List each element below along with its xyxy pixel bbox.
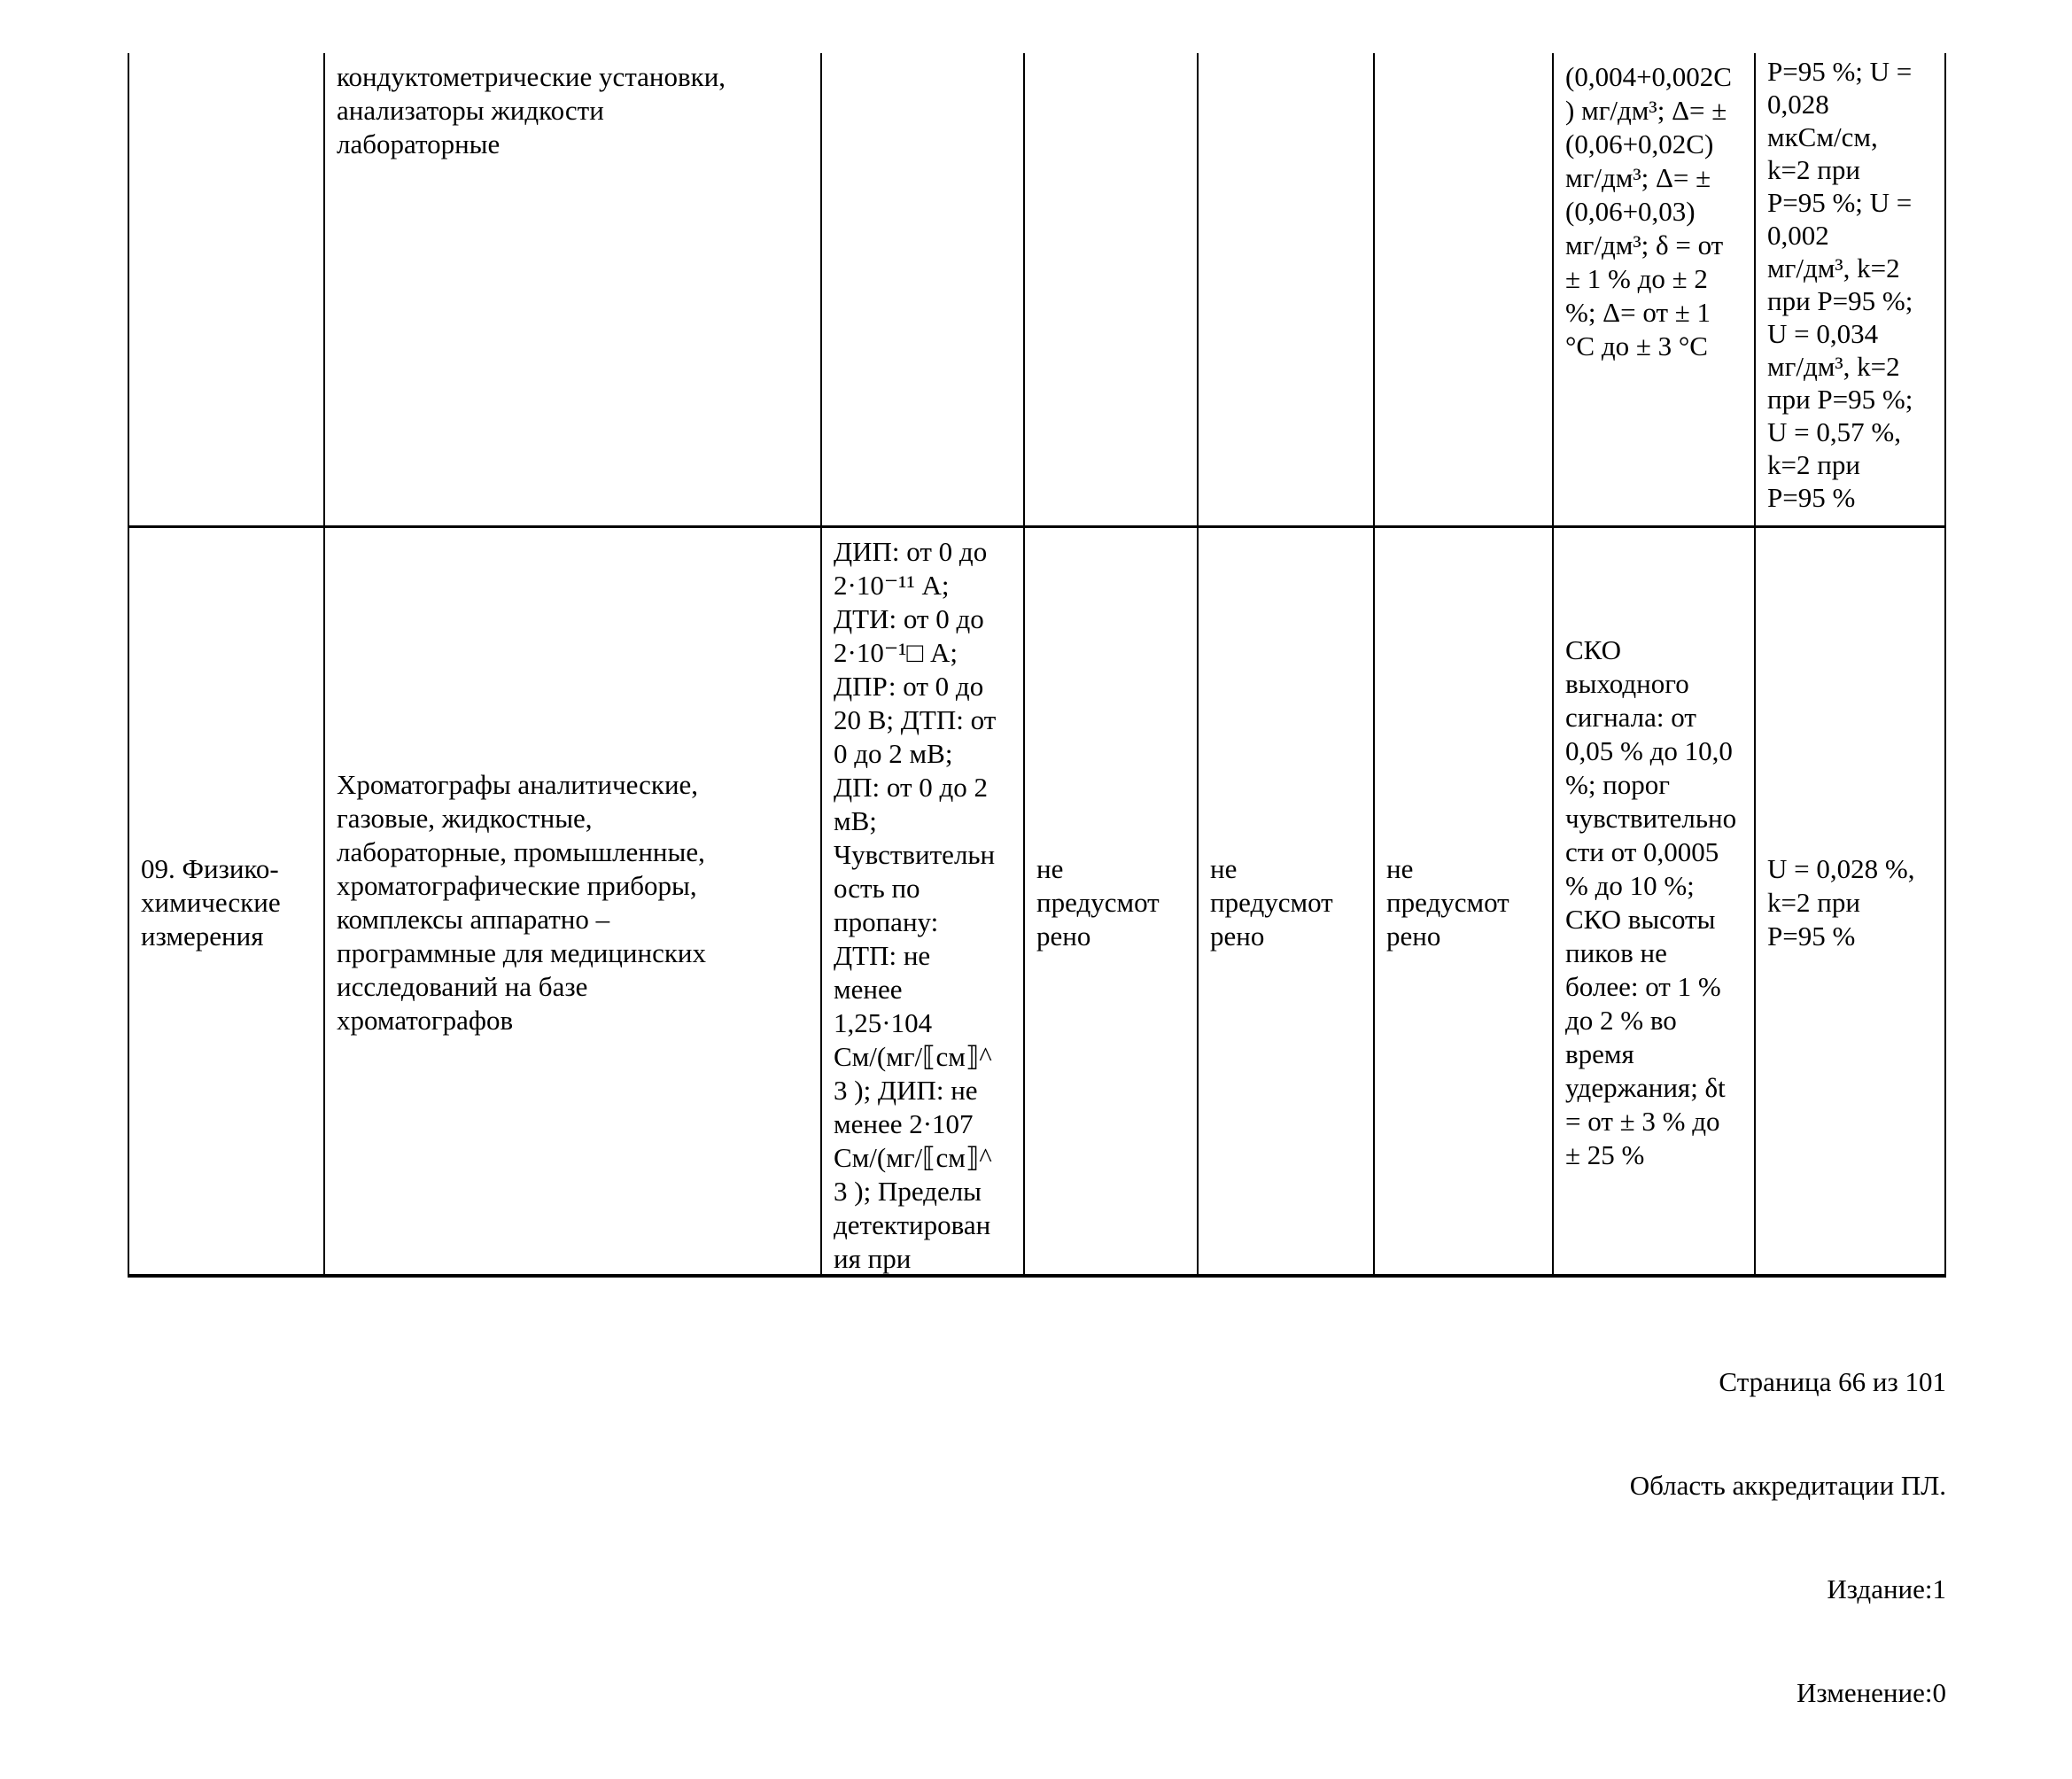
footer-revision: Изменение:0 (1797, 1677, 1946, 1708)
cell-r1-resolution (1375, 53, 1554, 525)
measurement-range-text-r2: ДИП: от 0 до 2·10⁻¹¹ А; ДТИ: от 0 до 2·1… (834, 536, 997, 1274)
cell-r2-resolution: не предусмот рено (1375, 525, 1554, 1278)
measurement-field-text-r2: 09. Физико- химические измерения (141, 853, 281, 952)
instruments-text-r1: кондуктометрические установки, анализато… (337, 61, 726, 159)
cell-r1-error-characteristics: (0,004+0,002С ) мг/дм³; Δ= ± (0,06+0,02С… (1554, 53, 1756, 525)
accreditation-scope-table: кондуктометрические установки, анализато… (128, 53, 1946, 1278)
cell-r2-uncertainty: U = 0,028 %, k=2 при Р=95 % (1756, 525, 1944, 1278)
uncertainty-text-r1: Р=95 %; U = 0,028 мкСм/см, k=2 при Р=95 … (1767, 56, 1913, 513)
cell-r1-measurement-field (129, 53, 325, 525)
cell-r1-uncertainty: Р=95 %; U = 0,028 мкСм/см, k=2 при Р=95 … (1756, 53, 1944, 525)
uncertainty-text-r2: U = 0,028 %, k=2 при Р=95 % (1767, 853, 1915, 952)
cell-r2-instruments: Хроматографы аналитические, газовые, жид… (325, 525, 822, 1278)
error-characteristics-text-r2: СКО выходного сигнала: от 0,05 % до 10,0… (1565, 634, 1737, 1170)
document-page: кондуктометрические установки, анализато… (128, 53, 1946, 1708)
cell-r2-measurement-range: ДИП: от 0 до 2·10⁻¹¹ А; ДТИ: от 0 до 2·1… (822, 525, 1025, 1278)
footer-page-number: Страница 66 из 101 (1719, 1366, 1946, 1397)
footer-doc-title: Область аккредитации ПЛ. (1629, 1470, 1946, 1501)
cell-r1-accuracy-class (1025, 53, 1199, 525)
tolerance-text-r2: не предусмот рено (1210, 853, 1333, 952)
instruments-text-r2: Хроматографы аналитические, газовые, жид… (337, 769, 706, 1036)
accuracy-class-text-r2: не предусмот рено (1036, 853, 1160, 952)
cell-r1-tolerance (1199, 53, 1375, 525)
cell-r1-instruments: кондуктометрические установки, анализато… (325, 53, 822, 525)
page-footer: Страница 66 из 101 Область аккредитации … (1630, 1295, 1946, 1779)
resolution-text-r2: не предусмот рено (1386, 853, 1509, 952)
error-characteristics-text-r1: (0,004+0,002С ) мг/дм³; Δ= ± (0,06+0,02С… (1565, 61, 1732, 361)
cell-r2-accuracy-class: не предусмот рено (1025, 525, 1199, 1278)
cell-r1-measurement-range (822, 53, 1025, 525)
cell-r2-error-characteristics: СКО выходного сигнала: от 0,05 % до 10,0… (1554, 525, 1756, 1278)
cell-r2-measurement-field: 09. Физико- химические измерения (129, 525, 325, 1278)
cell-r2-tolerance: не предусмот рено (1199, 525, 1375, 1278)
footer-edition: Издание:1 (1827, 1573, 1946, 1604)
